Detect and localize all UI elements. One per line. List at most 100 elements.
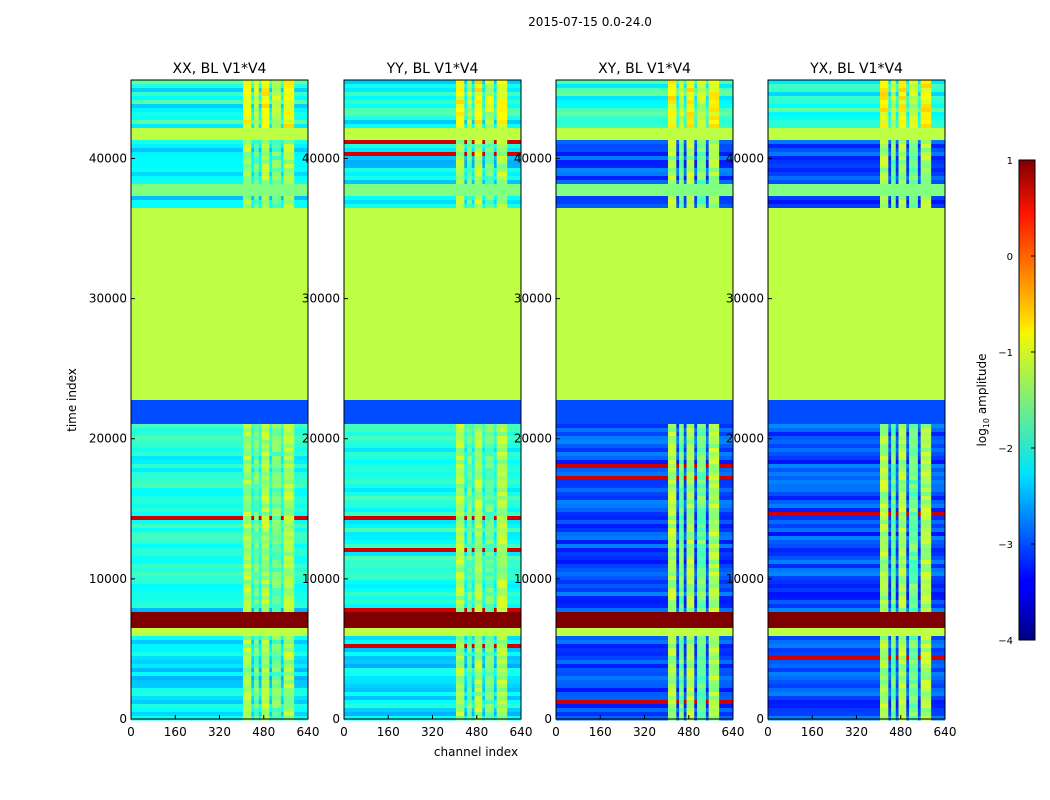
- heatmap-cell: [920, 704, 932, 709]
- heatmap-cell: [254, 88, 259, 93]
- heatmap-cell: [272, 432, 281, 437]
- heatmap-cell: [679, 100, 684, 105]
- heatmap-cell: [283, 560, 295, 565]
- heatmap-cell: [668, 428, 677, 433]
- heatmap-cell: [679, 544, 684, 549]
- heatmap-row: [131, 396, 308, 401]
- heatmap-row: [131, 80, 308, 85]
- heatmap-cell: [485, 200, 494, 205]
- heatmap-cell: [880, 504, 889, 509]
- heatmap-cell: [254, 676, 259, 681]
- heatmap-cell: [456, 552, 465, 557]
- heatmap-cell: [272, 528, 281, 533]
- heatmap-cell: [909, 448, 918, 453]
- heatmap-cell: [272, 424, 281, 429]
- heatmap-cell: [880, 492, 889, 497]
- heatmap-cell: [898, 572, 907, 577]
- heatmap-row: [556, 440, 733, 445]
- heatmap-cell: [920, 428, 932, 433]
- heatmap-cell: [668, 668, 677, 673]
- heatmap-cell: [456, 452, 465, 457]
- heatmap-cell: [697, 700, 706, 705]
- heatmap-cell: [891, 696, 896, 701]
- heatmap-cell: [898, 640, 907, 645]
- heatmap-cell: [283, 152, 295, 157]
- heatmap-cell: [496, 660, 508, 665]
- heatmap-cell: [243, 716, 252, 721]
- heatmap-cell: [668, 572, 677, 577]
- heatmap-cell: [474, 108, 483, 113]
- heatmap-cell: [898, 524, 907, 529]
- heatmap-cell: [920, 148, 932, 153]
- heatmap-cell: [898, 656, 907, 661]
- heatmap-row: [556, 560, 733, 565]
- heatmap-cell: [909, 196, 918, 201]
- heatmap-row: [556, 696, 733, 701]
- heatmap-cell: [891, 428, 896, 433]
- heatmap-cell: [668, 112, 677, 117]
- heatmap-row: [556, 472, 733, 477]
- heatmap-cell: [254, 108, 259, 113]
- heatmap-cell: [283, 528, 295, 533]
- heatmap-row: [344, 560, 521, 565]
- heatmap-row: [131, 552, 308, 557]
- heatmap-cell: [891, 168, 896, 173]
- heatmap-row: [556, 428, 733, 433]
- heatmap-cell: [880, 544, 889, 549]
- heatmap-row: [768, 348, 945, 353]
- heatmap-cell: [880, 484, 889, 489]
- heatmap-cell: [485, 696, 494, 701]
- heatmap-cell: [254, 160, 259, 165]
- heatmap-row: [556, 168, 733, 173]
- heatmap-cell: [880, 448, 889, 453]
- heatmap-cell: [920, 92, 932, 97]
- heatmap-cell: [467, 524, 472, 529]
- heatmap-cell: [467, 464, 472, 469]
- heatmap-row: [131, 352, 308, 357]
- heatmap-cell: [909, 576, 918, 581]
- heatmap-cell: [474, 604, 483, 609]
- heatmap-cell: [474, 696, 483, 701]
- heatmap-cell: [880, 600, 889, 605]
- heatmap-row: [344, 296, 521, 301]
- heatmap-cell: [467, 492, 472, 497]
- heatmap-cell: [697, 596, 706, 601]
- heatmap-cell: [272, 176, 281, 181]
- heatmap-cell: [697, 568, 706, 573]
- heatmap-cell: [708, 112, 720, 117]
- heatmap-cell: [485, 464, 494, 469]
- heatmap-row: [768, 620, 945, 625]
- heatmap-cell: [909, 528, 918, 533]
- heatmap-cell: [272, 148, 281, 153]
- heatmap-cell: [920, 716, 932, 721]
- heatmap-cell: [891, 544, 896, 549]
- heatmap-cell: [891, 684, 896, 689]
- heatmap-cell: [708, 440, 720, 445]
- heatmap-row: [768, 304, 945, 309]
- heatmap-cell: [283, 680, 295, 685]
- heatmap-cell: [283, 428, 295, 433]
- heatmap-cell: [697, 676, 706, 681]
- heatmap-cell: [679, 664, 684, 669]
- heatmap-row: [556, 608, 733, 613]
- heatmap-cell: [891, 460, 896, 465]
- heatmap-cell: [261, 656, 270, 661]
- heatmap-cell: [891, 172, 896, 177]
- heatmap-cell: [456, 164, 465, 169]
- heatmap-cell: [467, 444, 472, 449]
- heatmap-cell: [686, 688, 695, 693]
- heatmap-cell: [456, 532, 465, 537]
- heatmap-row: [344, 340, 521, 345]
- heatmap-cell: [496, 168, 508, 173]
- heatmap-cell: [496, 640, 508, 645]
- heatmap-cell: [467, 692, 472, 697]
- heatmap-cell: [467, 700, 472, 705]
- heatmap-row: [768, 604, 945, 609]
- heatmap-row: [556, 620, 733, 625]
- heatmap-cell: [474, 648, 483, 653]
- heatmap-cell: [456, 652, 465, 657]
- heatmap-cell: [697, 604, 706, 609]
- heatmap-cell: [496, 140, 508, 145]
- heatmap-cell: [891, 676, 896, 681]
- heatmap-cell: [898, 552, 907, 557]
